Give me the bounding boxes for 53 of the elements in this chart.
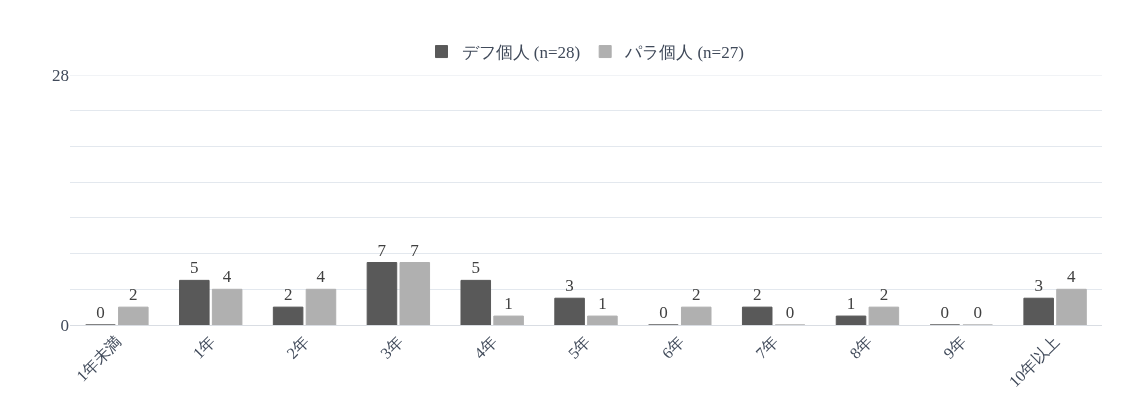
data-label: 2 — [752, 285, 762, 305]
bar — [680, 306, 712, 325]
x-tick-label: 6年 — [658, 332, 688, 362]
x-tick-label: 3年 — [377, 332, 407, 362]
bar — [587, 315, 618, 325]
data-label: 0 — [785, 303, 795, 322]
data-label: 5 — [471, 258, 481, 278]
x-tick-label: 5年 — [564, 332, 594, 362]
x-tick-label: 2年 — [283, 332, 313, 362]
bar — [399, 262, 431, 325]
data-label: 7 — [377, 240, 387, 260]
bar — [211, 288, 243, 325]
bar — [118, 306, 149, 325]
y-tick-label: 28 — [52, 65, 69, 85]
data-label: 0 — [96, 303, 105, 322]
x-tick-label: 1年未満 — [73, 332, 125, 385]
bar — [305, 288, 337, 325]
bar — [179, 279, 210, 325]
bar — [1056, 288, 1087, 325]
data-label: 0 — [659, 303, 668, 322]
x-tick-label: 8年 — [846, 332, 876, 362]
data-label: 2 — [879, 285, 889, 305]
bar — [554, 297, 585, 325]
x-tick-label: 9年 — [940, 332, 970, 362]
bar — [741, 306, 773, 325]
bar — [835, 315, 867, 325]
bar — [272, 306, 304, 325]
bar — [493, 315, 524, 325]
data-label: 1 — [846, 294, 856, 314]
data-label: 4 — [1067, 267, 1077, 287]
data-label: 2 — [129, 285, 138, 305]
bar — [1023, 297, 1054, 325]
data-label: 2 — [691, 285, 701, 305]
x-tick-label: 10年以上 — [1005, 332, 1063, 391]
data-label: 7 — [410, 240, 420, 260]
data-label: 0 — [973, 303, 982, 322]
x-tick-label: 1年 — [189, 332, 219, 362]
data-label: 3 — [565, 276, 574, 296]
data-label: 3 — [1034, 276, 1043, 296]
data-label: 1 — [504, 294, 513, 314]
data-label: 0 — [940, 303, 950, 322]
legend-label: デフ個人 (n=28) — [461, 43, 581, 63]
legend-label: パラ個人 (n=27) — [624, 43, 744, 63]
bar — [366, 262, 398, 325]
data-label: 2 — [283, 285, 293, 305]
data-label: 5 — [190, 258, 199, 278]
data-label: 4 — [316, 267, 326, 287]
x-tick-label: 7年 — [752, 332, 782, 362]
data-label: 4 — [222, 267, 232, 287]
x-tick-label: 4年 — [470, 332, 500, 362]
bar — [460, 279, 492, 325]
bar — [868, 306, 900, 325]
data-label: 1 — [598, 294, 607, 314]
